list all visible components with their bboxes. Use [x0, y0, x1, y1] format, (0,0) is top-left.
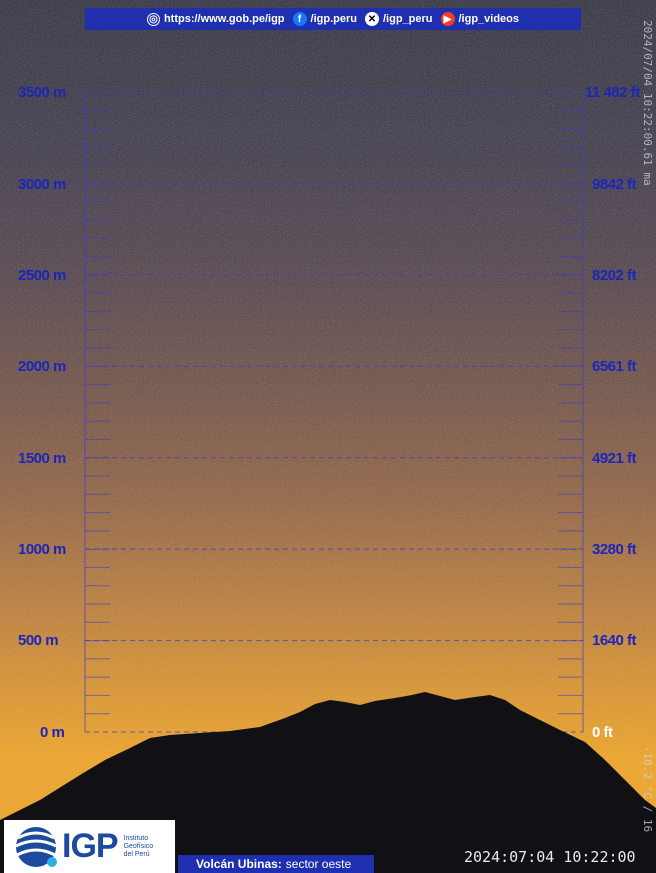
logo-sub-line3: del Perú [123, 850, 150, 858]
website-url: https://www.gob.pe/igp [163, 13, 285, 25]
altitude-label-2500m: 2500 m [18, 267, 66, 284]
altitude-label-6561ft: 6561 ft [592, 358, 637, 375]
logo-sub-line1: Instituto [123, 834, 149, 842]
play-icon: ▶ [440, 12, 455, 26]
altitude-label-9842ft: 9842 ft [592, 176, 637, 193]
videos-link[interactable]: ▶ /igp_videos [440, 12, 520, 26]
altitude-label-0ft: 0 ft [592, 724, 613, 741]
altitude-label-1500m: 1500 m [18, 450, 66, 467]
website-link[interactable]: ◎ https://www.gob.pe/igp [146, 12, 285, 26]
facebook-handle: /igp.peru [310, 13, 357, 25]
x-icon: ✕ [364, 12, 379, 26]
igp-logo: IGP Instituto Geofísico del Perú [4, 820, 175, 873]
volcano-name: Volcán Ubinas: [196, 857, 282, 871]
globe-icon: ◎ [146, 12, 160, 26]
logo-letters: IGP [62, 827, 119, 865]
logo-sub-line2: Geofísico [123, 842, 154, 850]
logo-subtitle: Instituto Geofísico del Perú [124, 835, 154, 859]
altitude-label-3000m: 3000 m [18, 176, 66, 193]
altitude-label-1000m: 1000 m [18, 541, 66, 558]
altitude-label-8202ft: 8202 ft [592, 267, 637, 284]
volcano-sector: sector oeste [285, 857, 352, 871]
altitude-label-3280ft: 3280 ft [592, 541, 637, 558]
vertical-timestamp: 2024/07/04 10:22:00.61 ma [641, 20, 654, 186]
altitude-label-2000m: 2000 m [18, 358, 66, 375]
vertical-temperature: -10.2 °C / 16 [641, 746, 654, 833]
videos-handle: /igp_videos [458, 13, 520, 25]
social-links-bar: ◎ https://www.gob.pe/igp f /igp.peru ✕ /… [85, 8, 581, 30]
x-link[interactable]: ✕ /igp_peru [364, 12, 433, 26]
facebook-link[interactable]: f /igp.peru [292, 12, 357, 26]
facebook-icon: f [292, 12, 307, 26]
x-handle: /igp_peru [382, 13, 433, 25]
altitude-label-3500m: 3500 m [18, 84, 66, 101]
altitude-label-500m: 500 m [18, 632, 59, 649]
volcano-caption: Volcán Ubinas: sector oeste [178, 855, 374, 873]
altitude-label-11482ft: 11 482 ft [585, 84, 640, 101]
altitude-label-4921ft: 4921 ft [592, 450, 637, 467]
camera-timestamp: 2024:07:04 10:22:00 [464, 848, 636, 866]
altitude-label-1640ft: 1640 ft [592, 632, 637, 649]
igp-globe-icon [15, 826, 57, 867]
altitude-label-0m: 0 m [40, 724, 65, 741]
